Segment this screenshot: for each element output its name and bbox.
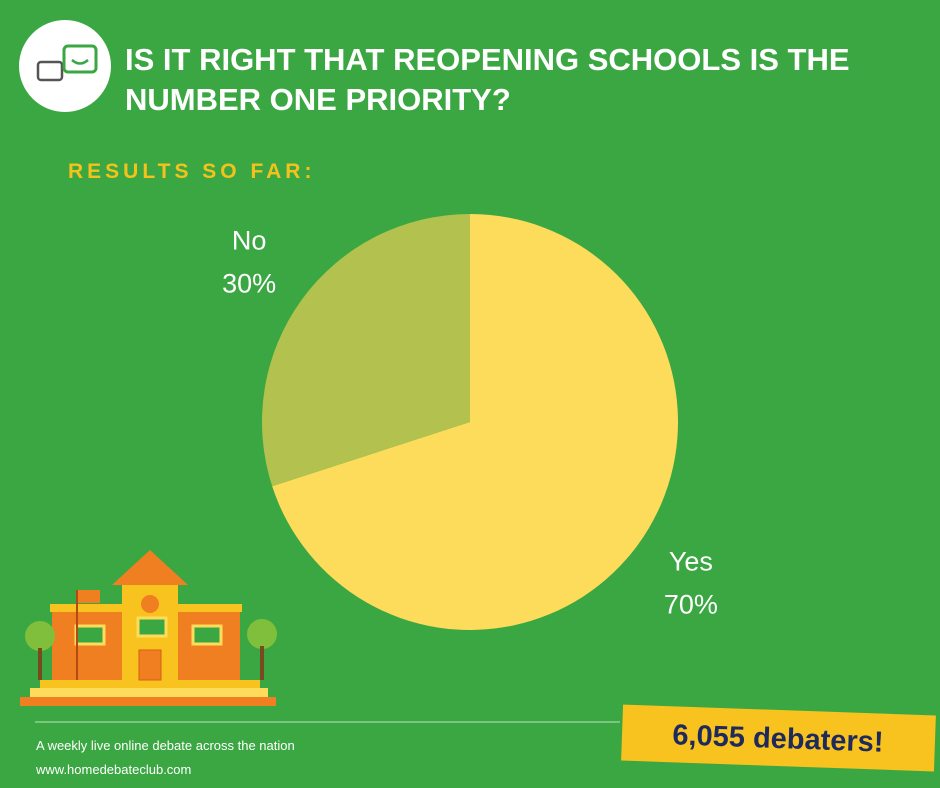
logo-bubble (62, 44, 98, 74)
badge: 6,055 debaters! (621, 704, 936, 772)
tagline: A weekly live online debate across the n… (36, 738, 295, 753)
slice-label: Yes (669, 546, 713, 576)
pie-slice (272, 214, 678, 630)
school-illustration (20, 550, 277, 706)
url: www.homedebateclub.com (35, 762, 191, 777)
logo-smile (71, 59, 89, 65)
slice-label: No (232, 226, 267, 256)
pie-slice (261, 213, 470, 487)
badge-box (621, 704, 936, 772)
chart-subtitle: RESULTS SO FAR: (68, 160, 316, 183)
slice-value-label: 30% (222, 269, 276, 299)
slice-value-label: 70% (664, 589, 718, 619)
chart-title: IS IT RIGHT THAT REOPENING SCHOOLS IS TH… (125, 42, 850, 117)
logo-bubble (36, 60, 64, 82)
badge-text: 6,055 debaters! (672, 719, 884, 758)
